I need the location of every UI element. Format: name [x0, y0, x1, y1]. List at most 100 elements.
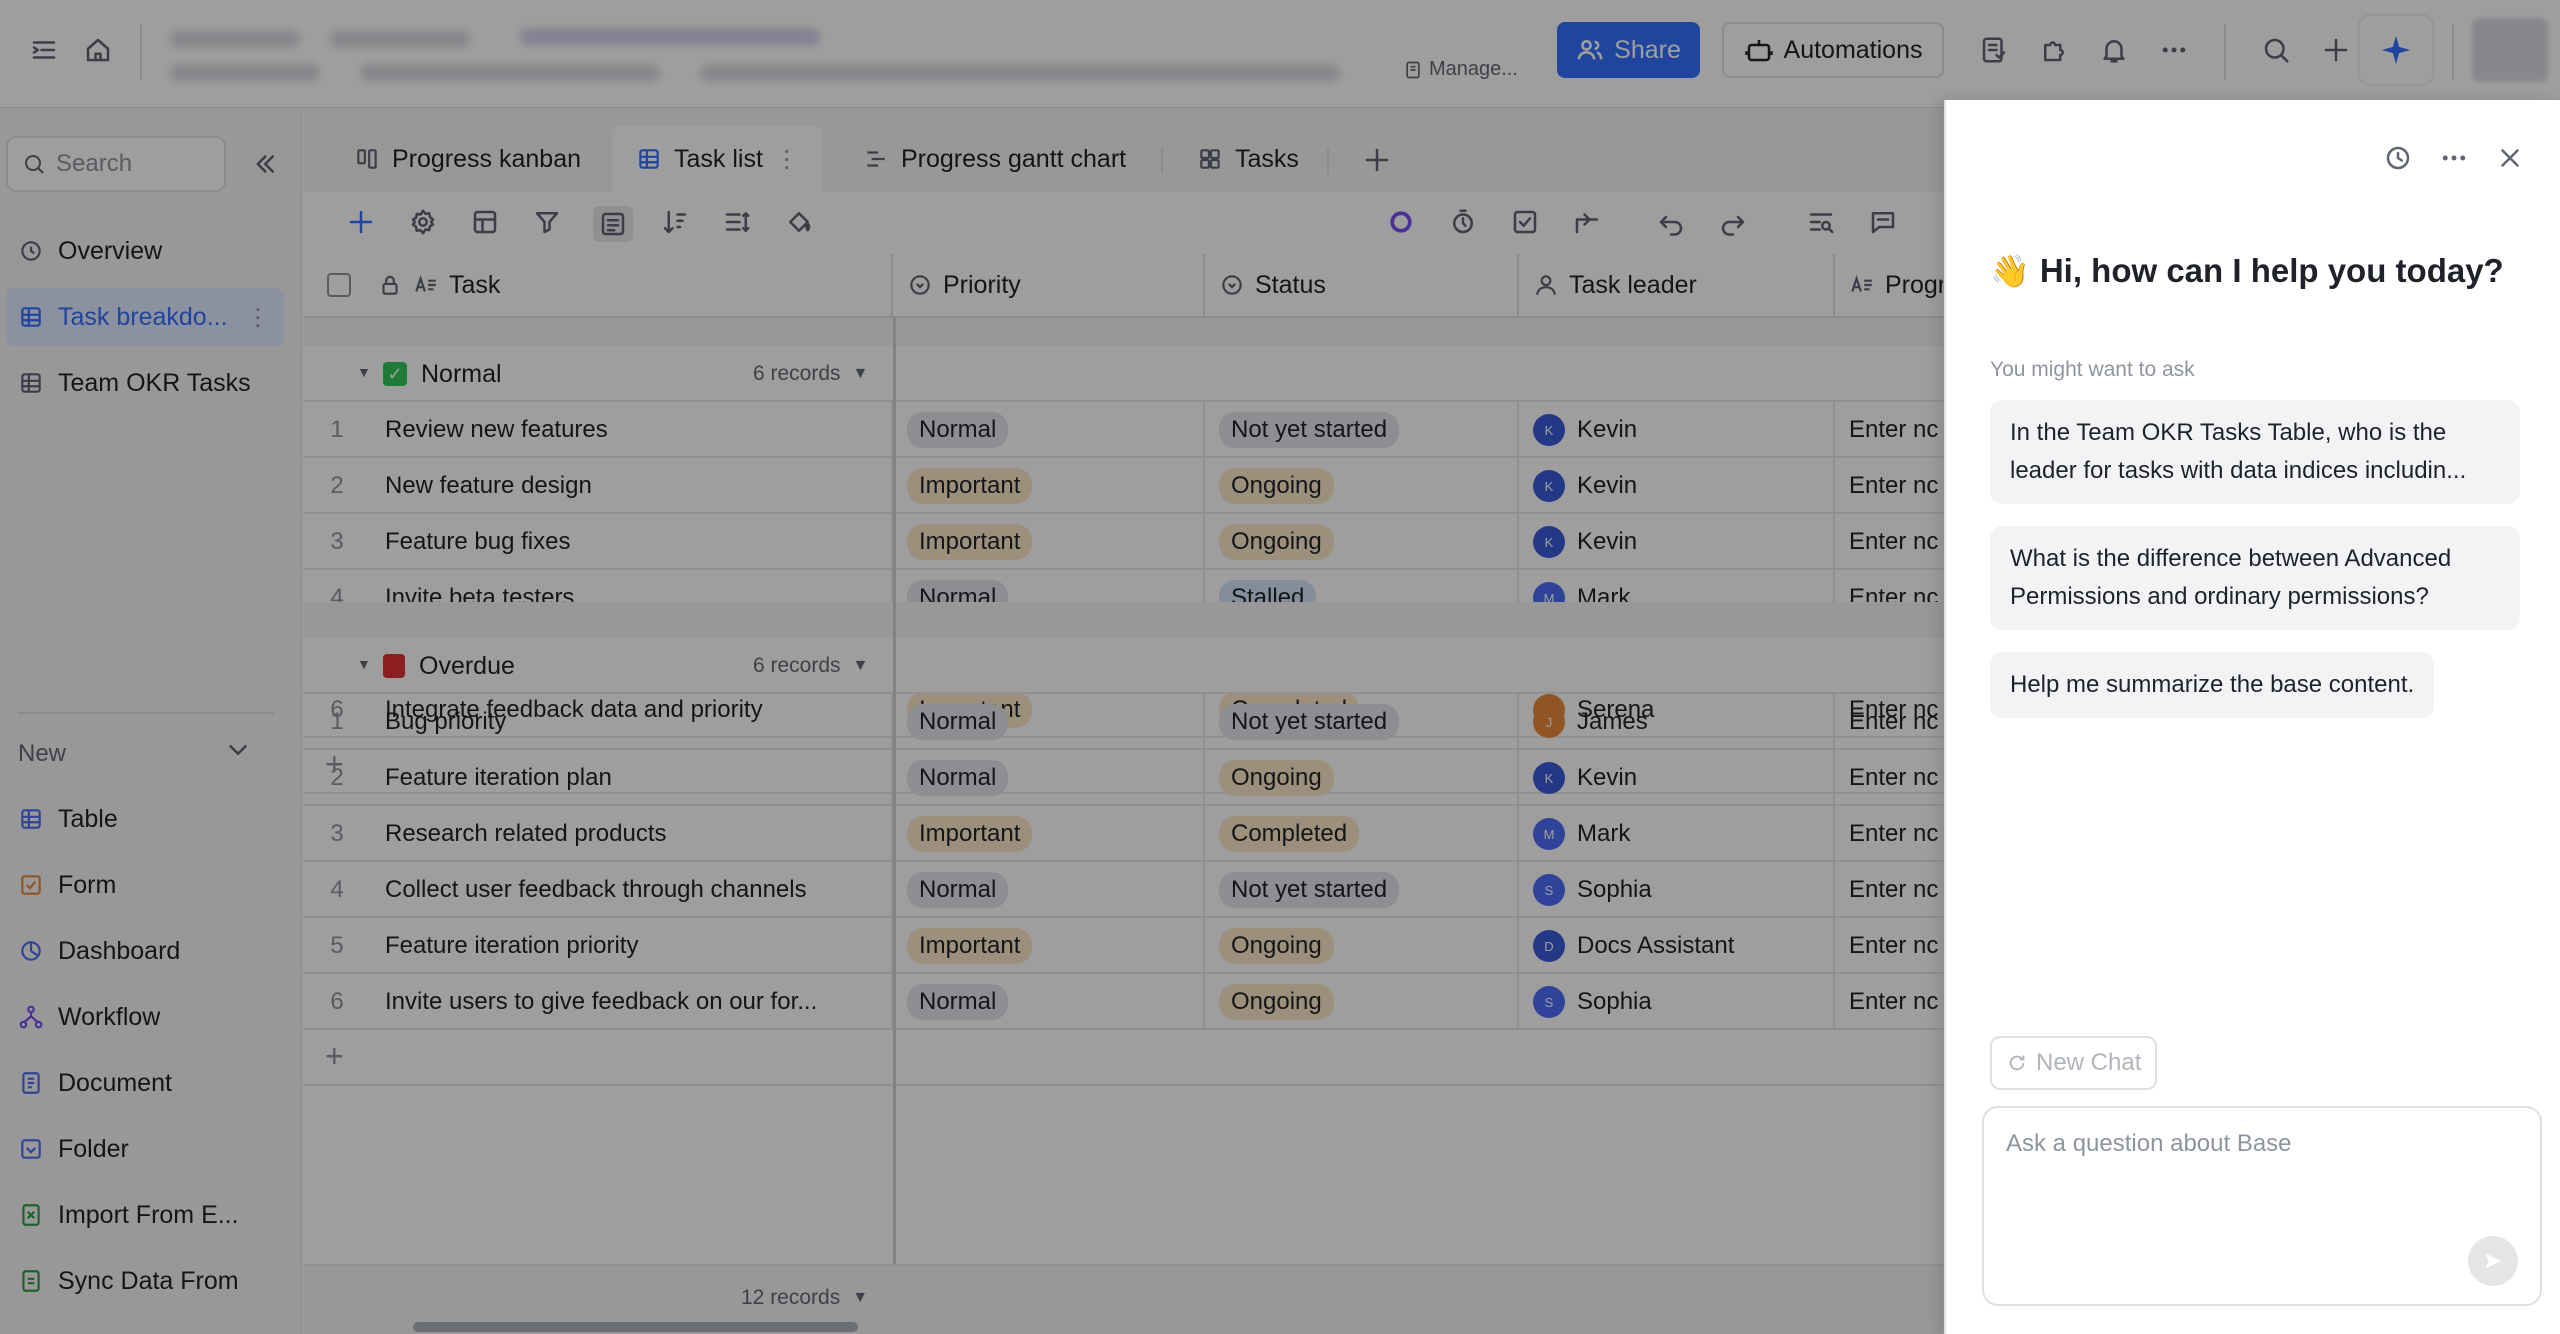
ai-assistant-button[interactable]	[2360, 16, 2432, 84]
status-cell[interactable]: Ongoing	[1205, 514, 1519, 570]
progress-cell[interactable]: Enter nc	[1835, 694, 1943, 750]
task-cell[interactable]: Invite users to give feedback on our for…	[371, 974, 893, 1030]
table-row[interactable]: 1 Bug priority Normal Not yet started J James…	[303, 694, 1943, 750]
task-cell[interactable]: New feature design	[371, 458, 893, 514]
more-icon[interactable]	[2438, 142, 2470, 174]
suggestion-card[interactable]: In the Team OKR Tasks Table, who is the …	[1990, 400, 2520, 504]
new-chat-button[interactable]: New Chat	[1990, 1036, 2158, 1090]
history-icon[interactable]	[2382, 142, 2414, 174]
progress-cell[interactable]: Enter nc	[1835, 682, 1943, 738]
share-button[interactable]: Share	[1557, 22, 1700, 78]
table-row[interactable]: 2 Feature iteration plan Normal Ongoing K Kev…	[303, 750, 1943, 806]
collapse-sidebar-icon[interactable]	[248, 148, 280, 180]
sort-icon[interactable]	[659, 206, 691, 238]
add-record-icon[interactable]	[345, 206, 377, 238]
home-icon[interactable]	[82, 34, 114, 66]
close-icon[interactable]	[2494, 142, 2526, 174]
group-icon[interactable]	[593, 206, 633, 242]
ask-question-input[interactable]: Ask a question about Base	[1982, 1106, 2542, 1306]
timer-icon[interactable]	[1447, 206, 1479, 238]
plus-icon[interactable]	[2320, 34, 2352, 66]
status-cell[interactable]: Completed	[1205, 806, 1519, 862]
status-cell[interactable]: Ongoing	[1205, 918, 1519, 974]
status-cell[interactable]: Not yet started	[1205, 402, 1519, 458]
priority-cell[interactable]: Normal	[893, 974, 1205, 1030]
table-row[interactable]: 3 Feature bug fixes Important Ongoing K Kevin…	[303, 514, 1943, 570]
priority-cell[interactable]: Important	[893, 918, 1205, 974]
chevron-down-icon[interactable]	[222, 734, 254, 766]
settings-icon[interactable]	[407, 206, 439, 238]
comment-icon[interactable]	[1867, 206, 1899, 238]
sidebar-item-overview[interactable]: Overview	[6, 222, 284, 280]
priority-cell[interactable]: Normal	[893, 402, 1205, 458]
paint-bucket-icon[interactable]	[783, 206, 815, 238]
new-item-sync-data[interactable]: Sync Data From	[6, 1252, 284, 1310]
leader-cell[interactable]: J James	[1519, 694, 1835, 750]
new-item-import[interactable]: Import From E...	[6, 1186, 284, 1244]
tab-tasks[interactable]: Tasks	[1173, 126, 1323, 192]
share-view-icon[interactable]	[1571, 206, 1603, 238]
suggestion-card[interactable]: Help me summarize the base content.	[1990, 652, 2435, 718]
column-header-task-leader[interactable]: Task leader	[1519, 254, 1835, 318]
priority-cell[interactable]: Normal	[893, 750, 1205, 806]
leader-cell[interactable]: K Kevin	[1519, 750, 1835, 806]
add-row[interactable]: +	[303, 1030, 1943, 1086]
find-icon[interactable]	[1805, 206, 1837, 238]
new-item-form[interactable]: Form	[6, 856, 284, 914]
leader-cell[interactable]: K Kevin	[1519, 458, 1835, 514]
suggestion-card[interactable]: What is the difference between Advanced …	[1990, 526, 2520, 630]
task-cell[interactable]: Feature bug fixes	[371, 514, 893, 570]
add-row-icon[interactable]: +	[325, 746, 344, 782]
task-cell[interactable]: Bug priority	[371, 694, 893, 750]
collapse-caret-icon[interactable]: ▼	[357, 656, 371, 672]
table-row[interactable]: 4 Collect user feedback through channels N…	[303, 862, 1943, 918]
redo-icon[interactable]	[1717, 206, 1749, 238]
new-item-dashboard[interactable]: Dashboard	[6, 922, 284, 980]
new-item-folder[interactable]: Folder	[6, 1120, 284, 1178]
item-more-icon[interactable]: ⋮	[246, 303, 270, 331]
new-item-table[interactable]: Table	[6, 790, 284, 848]
user-avatar[interactable]	[2472, 18, 2548, 82]
task-cell[interactable]: Feature iteration plan	[371, 750, 893, 806]
status-cell[interactable]: Not yet started	[1205, 694, 1519, 750]
search-icon[interactable]	[2260, 34, 2292, 66]
select-all-checkbox[interactable]	[327, 273, 351, 297]
tab-progress-gantt-chart[interactable]: Progress gantt chart	[839, 126, 1150, 192]
automations-button[interactable]: Automations	[1722, 22, 1944, 78]
table-row[interactable]: 2 New feature design Important Ongoing K Kevi…	[303, 458, 1943, 514]
leader-cell[interactable]: S Sophia	[1519, 974, 1835, 1030]
tab-task-list[interactable]: Task list ⋮	[612, 126, 823, 192]
collapse-caret-icon[interactable]: ▼	[357, 364, 371, 380]
status-cell[interactable]: Ongoing	[1205, 974, 1519, 1030]
sidebar-toggle-icon[interactable]	[28, 34, 60, 66]
tab-progress-kanban[interactable]: Progress kanban	[330, 126, 605, 192]
task-cell[interactable]: Integrate feedback data and priority	[371, 682, 893, 738]
status-cell[interactable]: Ongoing	[1205, 750, 1519, 806]
task-cell[interactable]: Review new features	[371, 402, 893, 458]
more-icon[interactable]	[2158, 34, 2190, 66]
status-cell[interactable]: Not yet started	[1205, 862, 1519, 918]
bell-icon[interactable]	[2098, 34, 2130, 66]
priority-cell[interactable]: Normal	[893, 862, 1205, 918]
horizontal-scrollbar[interactable]	[413, 1322, 858, 1332]
row-height-icon[interactable]	[721, 206, 753, 238]
task-cell[interactable]: Feature iteration priority	[371, 918, 893, 974]
caret-down-icon[interactable]: ▼	[852, 365, 869, 382]
table-row[interactable]: 3 Research related products Important Compl…	[303, 806, 1943, 862]
add-row-icon[interactable]: +	[325, 1038, 344, 1074]
priority-cell[interactable]: Normal	[893, 694, 1205, 750]
progress-cell[interactable]: Enter nc	[1835, 862, 1943, 918]
leader-cell[interactable]: M Mark	[1519, 806, 1835, 862]
progress-cell[interactable]: Enter nc	[1835, 918, 1943, 974]
column-header-priority[interactable]: Priority	[893, 254, 1205, 318]
table-row[interactable]: 6 Invite users to give feedback on our fo…	[303, 974, 1943, 1030]
sidebar-item-team-okr-tasks[interactable]: Team OKR Tasks	[6, 354, 284, 412]
template-icon[interactable]	[1978, 34, 2010, 66]
group-header[interactable]: ▼ ✓ Normal 6 records ▼	[303, 346, 1943, 402]
add-view-icon[interactable]	[1361, 144, 1393, 176]
column-header-progress[interactable]: Progr	[1835, 254, 1943, 318]
leader-cell[interactable]: D Docs Assistant	[1519, 918, 1835, 974]
undo-icon[interactable]	[1655, 206, 1687, 238]
send-button[interactable]	[2468, 1236, 2518, 1286]
leader-cell[interactable]: S Sophia	[1519, 862, 1835, 918]
